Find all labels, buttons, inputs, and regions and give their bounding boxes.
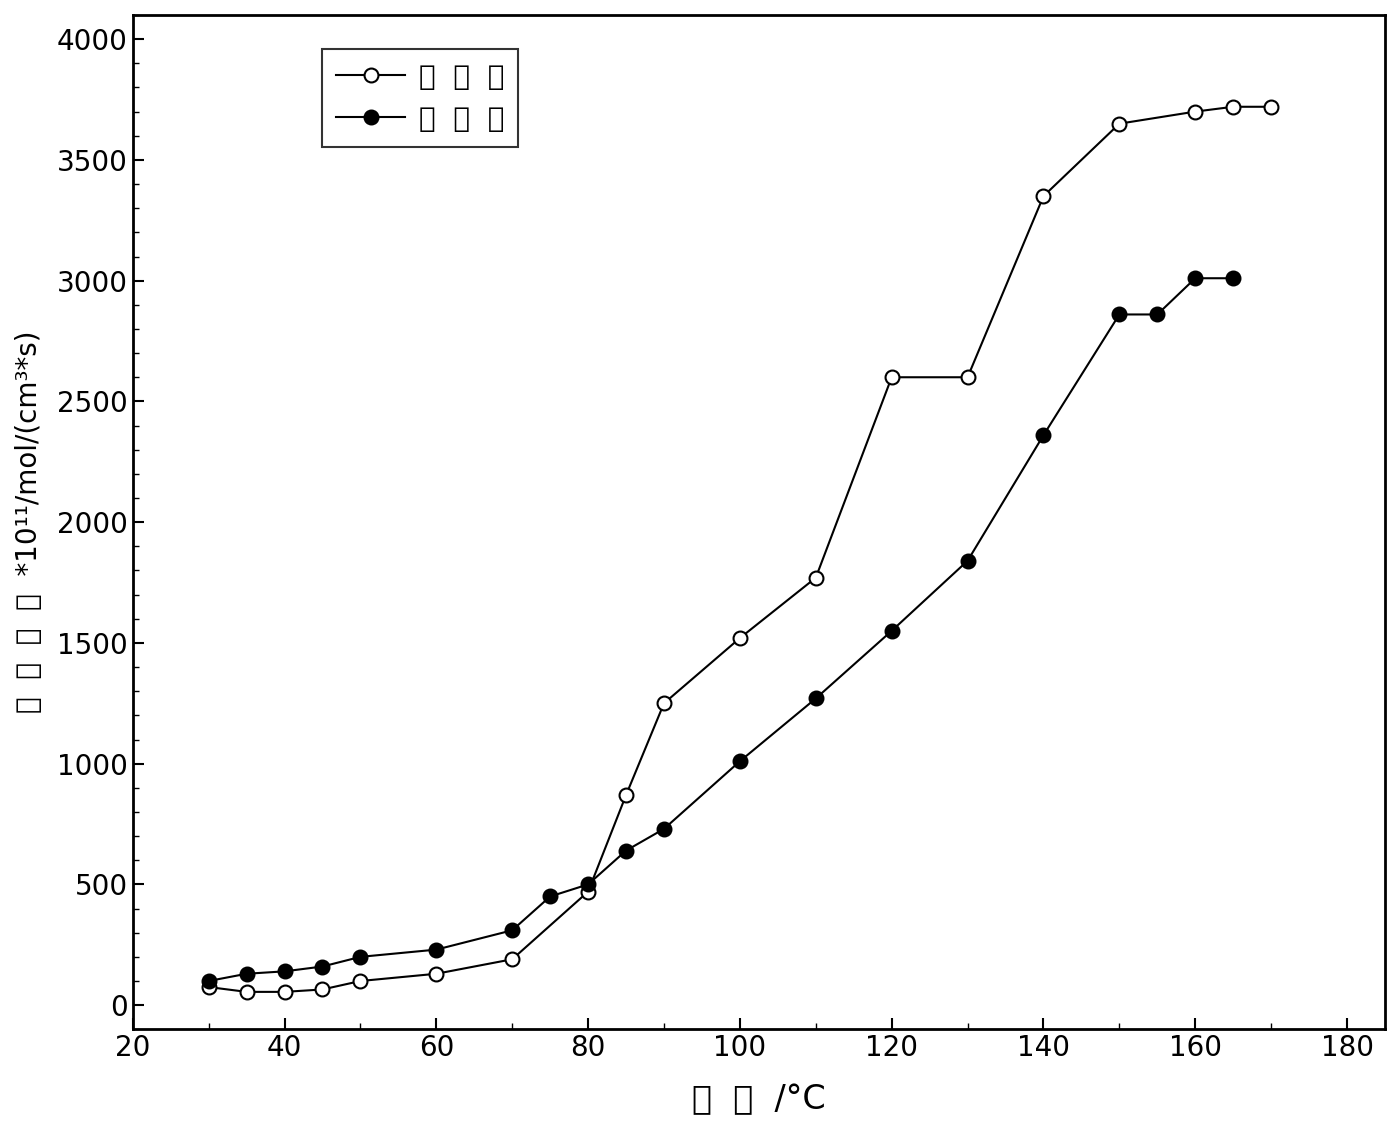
阻  化  剂 xyxy=(1112,116,1128,130)
空  白  样 xyxy=(1225,271,1242,285)
空  白  样 xyxy=(351,950,368,964)
阻  化  剂 xyxy=(314,983,330,996)
阻  化  剂 xyxy=(655,697,672,710)
空  白  样 xyxy=(314,960,330,974)
阻  化  剂 xyxy=(808,571,825,585)
阻  化  剂 xyxy=(428,967,445,981)
阻  化  剂 xyxy=(276,985,293,999)
Line: 空  白  样: 空 白 样 xyxy=(202,271,1240,988)
空  白  样 xyxy=(808,692,825,706)
空  白  样 xyxy=(655,822,672,836)
阻  化  剂 xyxy=(351,974,368,987)
空  白  样 xyxy=(238,967,255,981)
空  白  样 xyxy=(1035,429,1051,442)
Line: 阻  化  剂: 阻 化 剂 xyxy=(202,100,1278,999)
空  白  样 xyxy=(883,624,900,638)
阻  化  剂 xyxy=(959,371,976,385)
空  白  样 xyxy=(1187,271,1204,285)
阻  化  剂 xyxy=(1263,100,1280,113)
空  白  样 xyxy=(542,890,559,904)
阻  化  剂 xyxy=(238,985,255,999)
阻  化  剂 xyxy=(504,952,521,966)
空  白  样 xyxy=(428,943,445,957)
空  白  样 xyxy=(276,965,293,978)
空  白  样 xyxy=(617,844,634,857)
阻  化  剂 xyxy=(617,788,634,802)
阻  化  剂 xyxy=(580,884,596,898)
阻  化  剂 xyxy=(200,981,217,994)
阻  化  剂 xyxy=(1187,105,1204,119)
空  白  样 xyxy=(959,554,976,568)
阻  化  剂 xyxy=(1035,189,1051,202)
阻  化  剂 xyxy=(1225,100,1242,113)
阻  化  剂 xyxy=(883,371,900,385)
空  白  样 xyxy=(1112,308,1128,321)
阻  化  剂 xyxy=(732,631,749,645)
空  白  样 xyxy=(1149,308,1166,321)
X-axis label: 温  度  /°C: 温 度 /°C xyxy=(692,1083,826,1116)
空  白  样 xyxy=(200,974,217,987)
Y-axis label: 耗  氧  速  率  *10¹¹/mol/(cm³*s): 耗 氧 速 率 *10¹¹/mol/(cm³*s) xyxy=(15,331,43,714)
Legend: 阻  化  剂, 空  白  样: 阻 化 剂, 空 白 样 xyxy=(322,49,518,147)
空  白  样 xyxy=(504,924,521,938)
空  白  样 xyxy=(732,754,749,768)
空  白  样 xyxy=(580,878,596,891)
